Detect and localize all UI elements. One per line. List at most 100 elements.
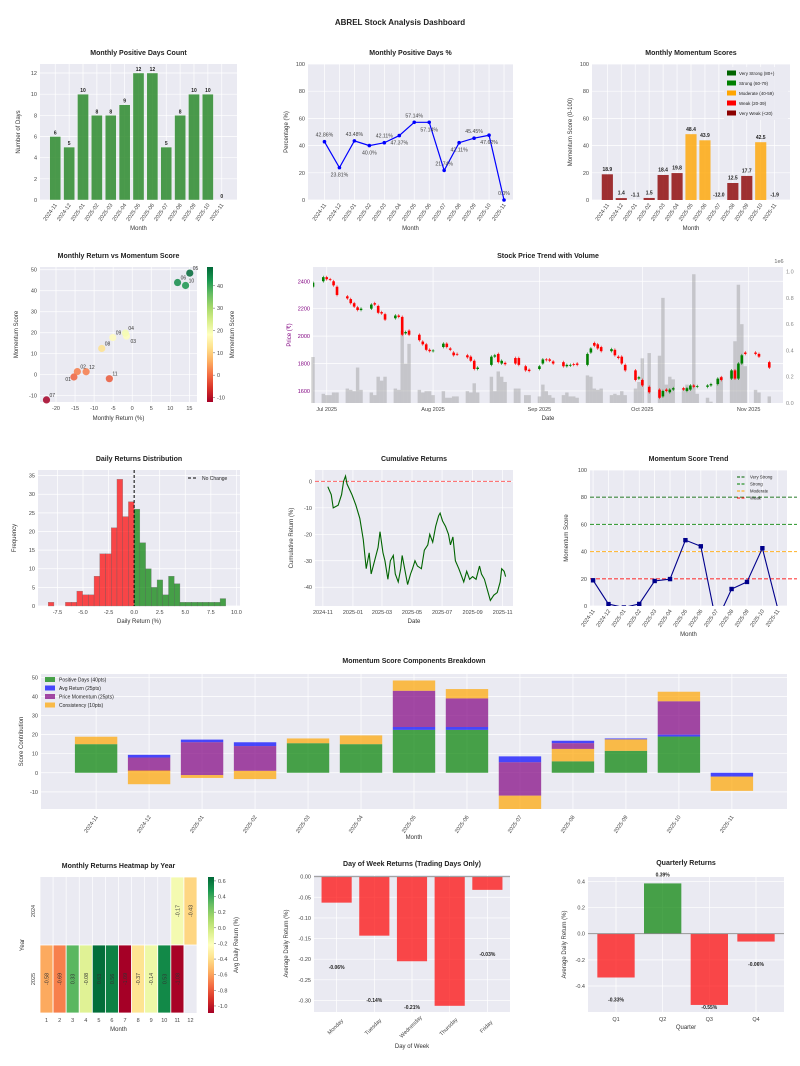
- x-tick-label: 5: [150, 406, 153, 412]
- chart-title: Cumulative Returns: [381, 456, 447, 463]
- candlestick: [548, 358, 552, 363]
- x-tick-label: 5.0: [181, 610, 189, 616]
- x-tick-label: Q3: [706, 1017, 713, 1023]
- heatmap-cell-label: -0.08: [84, 973, 90, 985]
- volume-bar: [493, 391, 497, 403]
- x-tick-label: Sep 2025: [528, 407, 552, 413]
- colorbar-label: Momentum Score: [230, 310, 236, 358]
- y-tick-label: 20: [581, 577, 587, 583]
- legend-label: Weak: [750, 496, 762, 501]
- point-label: 12: [89, 365, 95, 371]
- stacked-bar-segment: [657, 701, 701, 735]
- volume-bar: [523, 395, 528, 403]
- x-tick-label: 10: [167, 406, 173, 412]
- candle-body: [397, 315, 401, 317]
- y-tick-label: 0: [302, 198, 305, 204]
- volume-bar: [695, 393, 699, 403]
- bar-value-label: 43.9: [700, 133, 710, 139]
- bar-value-label: 5: [68, 141, 71, 147]
- scatter-point: [42, 396, 51, 404]
- candle-body: [740, 355, 744, 364]
- bar: [727, 183, 739, 200]
- volume-bar: [661, 297, 665, 403]
- volume-bar: [537, 396, 542, 403]
- volume-bar: [489, 376, 494, 403]
- chart-title: Quarterly Returns: [656, 860, 716, 867]
- histogram-bin: [82, 594, 89, 607]
- y-tick-label: -10: [29, 394, 37, 400]
- candle-body: [496, 353, 500, 363]
- candle-body: [544, 359, 548, 361]
- y-axis-label: Cumulative Return (%): [289, 508, 295, 569]
- data-point: [729, 586, 734, 592]
- stacked-bar-segment: [657, 734, 701, 737]
- y-tick-label: 20: [31, 331, 37, 337]
- x-tick-label: 15: [186, 406, 192, 412]
- volume-bar: [620, 391, 624, 403]
- y-tick-label: 30: [31, 310, 37, 316]
- candlestick: [641, 378, 644, 387]
- plot-area: [313, 267, 783, 403]
- histogram-bin: [93, 576, 100, 607]
- candle-body: [743, 352, 747, 354]
- candle-body: [541, 359, 545, 364]
- y-tick-label: 0: [309, 479, 312, 485]
- volume-bar: [421, 392, 425, 403]
- data-point: [382, 140, 387, 145]
- x-tick-label: 9: [150, 1018, 153, 1024]
- legend-swatch: [45, 677, 55, 682]
- y-tick-label: 2400: [298, 279, 310, 285]
- x-tick-label: 2025-07: [507, 815, 523, 835]
- bar: [396, 876, 428, 962]
- candle-body: [692, 385, 696, 387]
- candle-body: [400, 316, 404, 335]
- bar: [741, 175, 753, 200]
- candlestick: [671, 386, 675, 391]
- candlestick: [493, 353, 497, 359]
- y-tick-label: 0: [32, 604, 35, 610]
- candlestick: [349, 297, 353, 305]
- candle-body: [572, 364, 576, 366]
- dashboard-title: ABREL Stock Analysis Dashboard: [335, 18, 465, 27]
- bar-value-label: -1.9: [770, 193, 779, 199]
- y-tick-label: 60: [581, 522, 587, 528]
- bar-value-label: 0: [220, 194, 223, 200]
- x-tick-label: 2024-11: [580, 609, 596, 629]
- candlestick: [373, 301, 377, 306]
- candlestick: [476, 366, 479, 371]
- scatter-point: [173, 278, 182, 287]
- positive-days-pct-chart: 0204060801002024-112024-122025-012025-02…: [284, 50, 513, 232]
- y-tick-label: 0: [584, 604, 587, 610]
- candle-body: [682, 388, 685, 390]
- candlestick: [538, 364, 541, 371]
- colorbar-tick-label: 0.6: [218, 879, 226, 885]
- volume-bar: [345, 388, 350, 403]
- y-tick-label: 15: [29, 548, 35, 554]
- data-point: [760, 546, 765, 551]
- x-tick-label: 2024-12: [596, 609, 612, 629]
- x-tick-label: 2025-11: [719, 815, 735, 835]
- x-axis-label: Month: [680, 632, 697, 638]
- bar: [737, 933, 775, 942]
- candlestick: [637, 375, 641, 380]
- candlestick: [500, 359, 503, 365]
- histogram-bin: [70, 602, 78, 607]
- volume-bar: [685, 384, 689, 403]
- candlestick: [754, 351, 757, 356]
- y2-tick-label: 0.4: [786, 348, 794, 354]
- candlestick: [448, 347, 452, 352]
- candle-body: [596, 344, 600, 349]
- y-tick-label: 20: [583, 171, 589, 177]
- candlestick: [455, 352, 459, 356]
- point-value-label: 57.14%: [420, 127, 438, 133]
- point-value-label: 21.74%: [435, 161, 453, 167]
- candlestick: [428, 348, 431, 353]
- x-tick-label: -5: [111, 406, 116, 412]
- x-tick-label: 2025-07: [703, 609, 719, 629]
- bar-value-label: -1.1: [631, 193, 640, 199]
- candlestick: [586, 352, 589, 367]
- legend-label: No Change: [202, 476, 228, 482]
- y-tick-label: 10: [29, 567, 35, 573]
- x-tick-label: 2025-09: [463, 610, 483, 616]
- data-point: [637, 601, 642, 606]
